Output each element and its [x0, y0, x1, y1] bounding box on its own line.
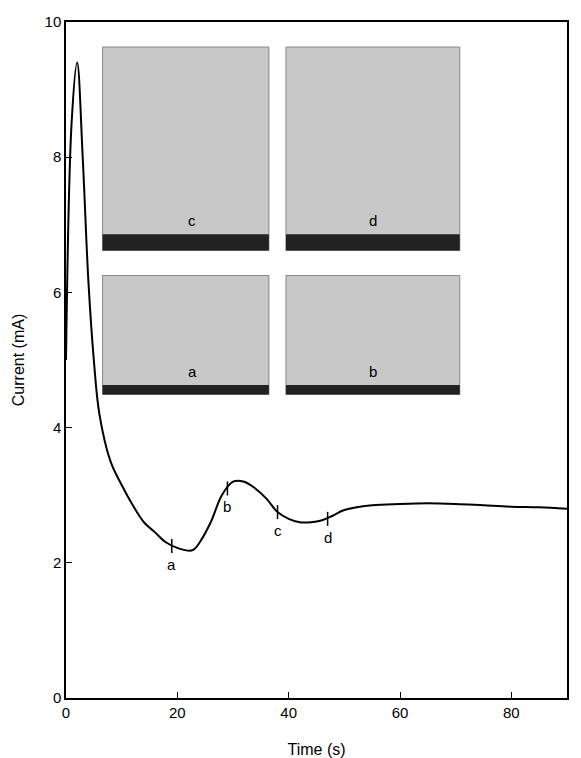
svg-text:c: c: [188, 212, 196, 229]
svg-text:20: 20: [169, 704, 186, 721]
svg-text:d: d: [369, 212, 377, 229]
svg-text:60: 60: [392, 704, 409, 721]
svg-text:b: b: [369, 363, 377, 380]
svg-text:10: 10: [45, 13, 62, 30]
svg-text:Time (s): Time (s): [287, 741, 345, 758]
svg-text:c: c: [274, 522, 282, 539]
svg-text:Current (mA): Current (mA): [10, 314, 27, 406]
svg-text:a: a: [188, 363, 197, 380]
svg-text:0: 0: [62, 704, 70, 721]
svg-text:4: 4: [53, 419, 61, 436]
svg-text:2: 2: [53, 554, 61, 571]
svg-text:8: 8: [53, 148, 61, 165]
svg-text:40: 40: [280, 704, 297, 721]
svg-text:a: a: [167, 556, 176, 573]
svg-text:80: 80: [503, 704, 520, 721]
svg-text:6: 6: [53, 284, 61, 301]
svg-text:b: b: [223, 498, 231, 515]
svg-text:0: 0: [53, 689, 61, 706]
svg-text:d: d: [324, 529, 332, 546]
